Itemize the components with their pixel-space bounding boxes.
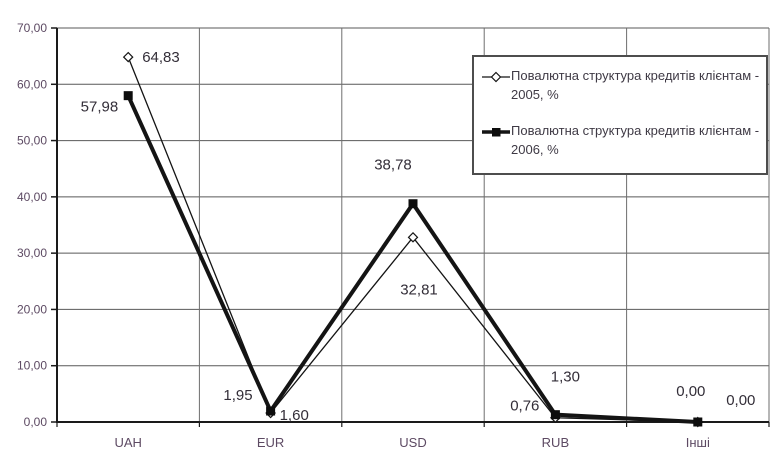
marker-diamond-2005 xyxy=(122,51,134,63)
data-label-2006: 1,30 xyxy=(551,369,580,386)
data-label-2005: 1,60 xyxy=(280,407,309,424)
data-label-2005: 0,00 xyxy=(726,392,755,409)
legend-label-2006-line1: Повалютна структура кредитів клієнтам - xyxy=(511,123,760,138)
legend-entry-2006: Повалютна структура кредитів клієнтам - … xyxy=(482,121,759,159)
y-axis-tick-label: 70,00 xyxy=(17,21,47,35)
marker-diamond-2005 xyxy=(407,231,419,243)
legend-marker-open-diamond-icon xyxy=(482,71,510,83)
category-label: Інші xyxy=(686,435,710,450)
category-label: UAH xyxy=(114,435,141,450)
legend-label-2006: Повалютна структура кредитів клієнтам - … xyxy=(511,121,759,159)
data-label-2006: 1,95 xyxy=(223,387,252,404)
y-axis-tick-label: 20,00 xyxy=(17,302,47,316)
y-axis-tick-label: 40,00 xyxy=(17,190,47,204)
legend-entry-2005: Повалютна структура кредитів клієнтам - … xyxy=(482,66,759,104)
data-label-2006: 57,98 xyxy=(81,99,119,116)
marker-square-2006 xyxy=(550,410,560,420)
marker-square-2006 xyxy=(123,91,133,101)
category-label: EUR xyxy=(257,435,284,450)
legend-label-2005-line1: Повалютна структура кредитів клієнтам - xyxy=(511,68,760,83)
y-axis-tick-label: 10,00 xyxy=(17,359,47,373)
y-axis-tick-label: 50,00 xyxy=(17,134,47,148)
chart-legend: Повалютна структура кредитів клієнтам - … xyxy=(472,55,768,175)
data-label-2005: 32,81 xyxy=(400,281,438,298)
data-label-2005: 0,76 xyxy=(510,398,539,415)
category-label: RUB xyxy=(542,435,569,450)
data-label-2005: 64,83 xyxy=(142,49,180,66)
y-axis-tick-label: 60,00 xyxy=(17,77,47,91)
marker-square-2006 xyxy=(693,417,703,427)
marker-square-2006 xyxy=(266,406,276,416)
legend-label-2005-line2: 2005, % xyxy=(511,87,559,102)
y-axis-tick-label: 0,00 xyxy=(24,415,48,429)
legend-marker-filled-square-icon xyxy=(482,128,510,137)
legend-label-2006-line2: 2006, % xyxy=(511,142,559,157)
data-label-2006: 0,00 xyxy=(676,383,705,400)
legend-label-2005: Повалютна структура кредитів клієнтам - … xyxy=(511,66,759,104)
category-label: USD xyxy=(399,435,426,450)
marker-square-2006 xyxy=(408,199,418,209)
data-label-2006: 38,78 xyxy=(374,157,412,174)
y-axis-tick-label: 30,00 xyxy=(17,246,47,260)
